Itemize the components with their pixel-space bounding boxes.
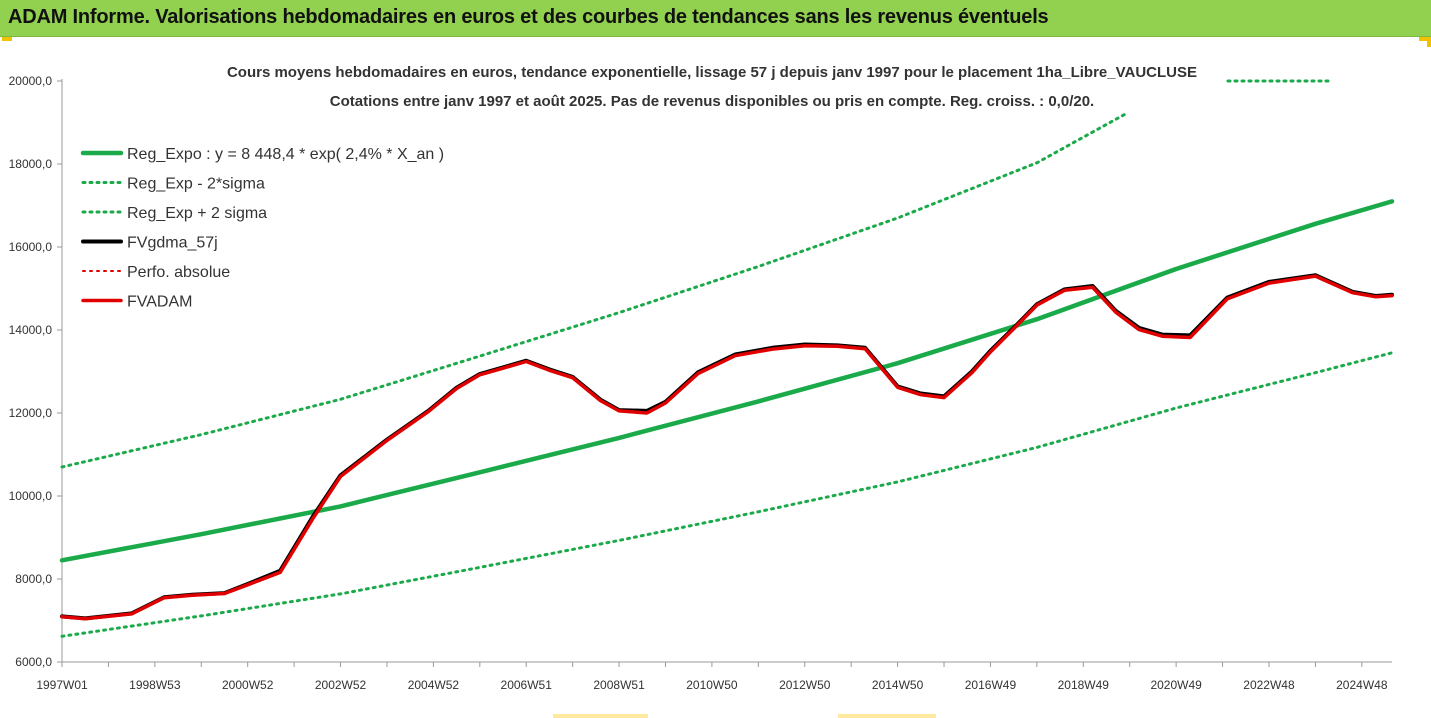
reg-exp-plus-2sigma-line xyxy=(60,112,1127,469)
y-tick-label: 6000,0 xyxy=(15,655,52,669)
title-banner: ADAM Informe. Valorisations hebdomadaire… xyxy=(0,0,1431,37)
y-tick-label: 10000,0 xyxy=(9,489,53,503)
x-tick-label: 2018W49 xyxy=(1058,678,1110,692)
x-tick-label: 2022W48 xyxy=(1243,678,1295,692)
x-tick-label: 2004W52 xyxy=(408,678,460,692)
x-tick-label: 2008W51 xyxy=(593,678,645,692)
corner-accent-left xyxy=(2,37,12,41)
bottom-accent-right xyxy=(838,714,936,718)
x-tick-label: 2006W51 xyxy=(501,678,553,692)
y-tick-label: 16000,0 xyxy=(9,240,53,254)
x-tick-label: 2016W49 xyxy=(965,678,1017,692)
perfo-absolue-line xyxy=(61,275,1393,620)
reg-expo-line xyxy=(59,199,1395,563)
x-tick-label: 2024W48 xyxy=(1336,678,1388,692)
page-title: ADAM Informe. Valorisations hebdomadaire… xyxy=(8,6,1049,28)
corner-accent-right-vertical xyxy=(1427,37,1431,47)
y-tick-label: 14000,0 xyxy=(9,323,53,337)
legend-label-3: Reg_Exp + 2 sigma xyxy=(127,205,267,222)
legend: Reg_Expo : y = 8 448,4 * exp( 2,4% * X_a… xyxy=(80,146,444,311)
legend-label-2: Reg_Exp - 2*sigma xyxy=(127,176,265,193)
fvadam-line xyxy=(60,274,1394,621)
subtitle-line-1: Cours moyens hebdomadaires en euros, ten… xyxy=(227,64,1197,81)
x-tick-label: 2020W49 xyxy=(1150,678,1202,692)
series-layer xyxy=(59,79,1395,638)
x-tick-label: 2000W52 xyxy=(222,678,274,692)
x-tick-label: 1998W53 xyxy=(129,678,181,692)
reg-exp-minus-2sigma-line xyxy=(60,351,1394,638)
fvgdma-57j-line xyxy=(60,273,1394,621)
y-tick-label: 8000,0 xyxy=(15,572,52,586)
corner-accent-right xyxy=(1419,37,1431,41)
bottom-accent-left xyxy=(553,714,648,718)
chart-subtitle: Cours moyens hebdomadaires en euros, ten… xyxy=(227,64,1197,110)
y-tick-label: 18000,0 xyxy=(9,157,53,171)
legend-label-4: FVgdma_57j xyxy=(127,235,218,252)
legend-label-6: FVADAM xyxy=(127,294,192,311)
x-tick-label: 1997W01 xyxy=(36,678,88,692)
subtitle-line-2: Cotations entre janv 1997 et août 2025. … xyxy=(330,93,1094,110)
x-tick-label: 2002W52 xyxy=(315,678,367,692)
y-tick-label: 12000,0 xyxy=(9,406,53,420)
legend-label-5: Perfo. absolue xyxy=(127,264,230,281)
axes: 6000,0 8000,0 10000,0 12000,0 14000,0 16000,0… xyxy=(9,74,1392,692)
x-tick-label: 2012W50 xyxy=(779,678,831,692)
x-tick-label: 2010W50 xyxy=(686,678,738,692)
x-tick-label: 2014W50 xyxy=(872,678,924,692)
y-tick-label: 20000,0 xyxy=(9,74,53,88)
legend-label-1: Reg_Expo : y = 8 448,4 * exp( 2,4% * X_a… xyxy=(127,146,444,163)
